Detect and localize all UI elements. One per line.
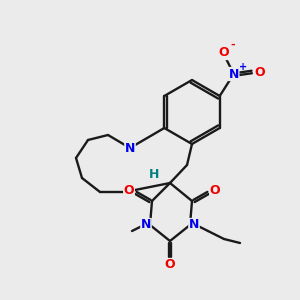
Text: O: O [124, 184, 134, 196]
Text: N: N [125, 142, 135, 154]
Text: O: O [165, 259, 175, 272]
Text: H: H [149, 169, 159, 182]
Text: -: - [231, 40, 235, 50]
Text: N: N [189, 218, 199, 232]
Text: O: O [254, 65, 265, 79]
Text: N: N [229, 68, 239, 80]
Text: O: O [210, 184, 220, 196]
Text: N: N [141, 218, 151, 232]
Text: O: O [218, 46, 229, 59]
Text: +: + [239, 62, 247, 72]
